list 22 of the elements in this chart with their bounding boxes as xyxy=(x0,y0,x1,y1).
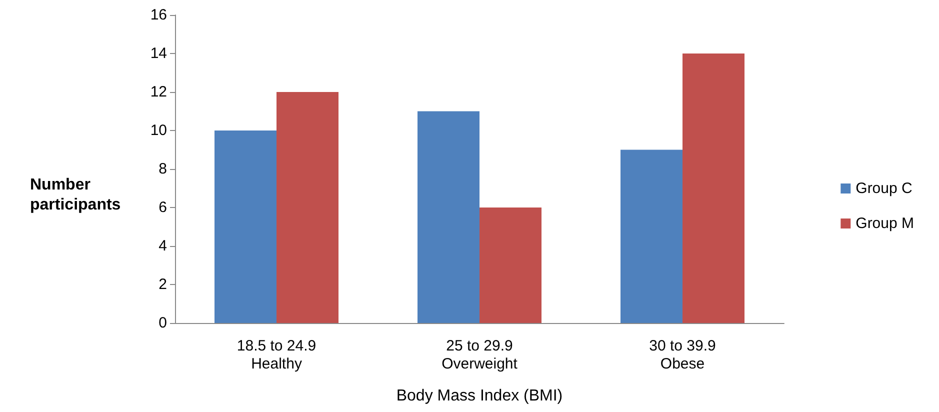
y-tick-label: 4 xyxy=(158,238,167,254)
y-tick-label: 2 xyxy=(158,276,167,293)
bar xyxy=(480,208,542,323)
bar xyxy=(276,92,338,323)
y-tick-label: 16 xyxy=(150,6,167,24)
y-tick-label: 10 xyxy=(150,122,167,139)
bar xyxy=(418,111,480,323)
x-axis-title: Body Mass Index (BMI) xyxy=(396,388,563,404)
y-tick-label: 0 xyxy=(158,314,167,332)
bar xyxy=(214,130,276,323)
x-tick-label: 25 to 29.9 Overweight xyxy=(442,338,518,372)
y-tick-label: 6 xyxy=(158,199,167,216)
bar xyxy=(620,150,682,323)
y-tick-label: 8 xyxy=(158,160,167,178)
y-tick-label: 14 xyxy=(150,45,167,62)
bar xyxy=(682,54,744,323)
y-tick-label: 12 xyxy=(150,84,167,100)
legend-label: Group C xyxy=(856,180,913,197)
legend-label: Group M xyxy=(856,215,914,232)
y-axis-title: Number participants xyxy=(30,176,121,214)
x-tick-label: 18.5 to 24.9 Healthy xyxy=(236,338,316,372)
x-tick-label: 30 to 39.9 Obese xyxy=(649,338,716,372)
